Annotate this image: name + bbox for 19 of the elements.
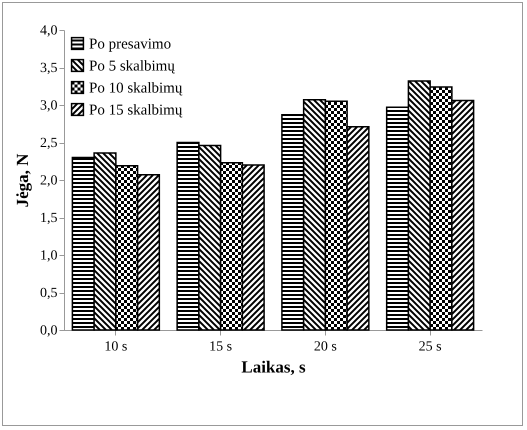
x-axis-title: Laikas, s [241,358,306,376]
y-tick-label: 2,5 [40,136,58,151]
y-tick-label: 1,5 [40,211,58,226]
y-tick-label: 0,5 [40,286,58,301]
x-tick-label: 10 s [104,340,128,354]
y-tick-label: 0,0 [40,324,58,338]
y-tick-label: 3,0 [40,98,58,114]
x-tick-label: 25 s [418,340,442,354]
legend-label: Po presavimo [89,36,172,52]
y-axis-title: Jėga, N [13,152,32,208]
x-tick-label: 20 s [314,340,337,354]
legend-label: Po 10 skalbimų [89,80,183,96]
legend-label: Po 5 skalbimų [89,58,176,74]
legend-label: Po 15 skalbimų [89,102,183,118]
y-tick-label: 2,0 [40,174,58,188]
y-tick-label: 4,0 [40,24,58,38]
x-tick-label: 15 s [209,340,232,354]
y-tick-label: 3,5 [40,61,58,76]
y-tick-label: 1,0 [40,248,58,264]
